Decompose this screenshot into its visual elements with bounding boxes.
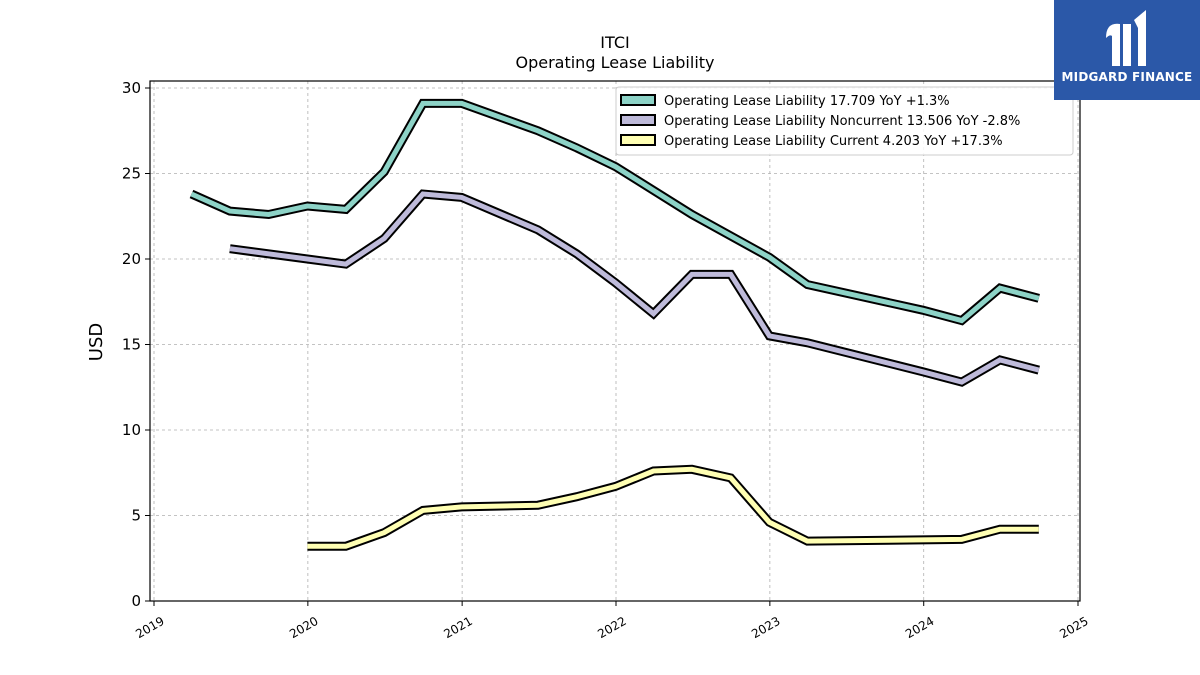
y-tick-label: 25 <box>122 165 141 183</box>
legend-swatch-1 <box>620 94 656 106</box>
y-axis-label: USD <box>86 323 107 361</box>
y-tick-label: 10 <box>122 421 141 439</box>
series-line-3 <box>307 466 1039 549</box>
y-tick-label: 0 <box>131 592 141 610</box>
plot-frame <box>149 80 1081 602</box>
series-outline-2 <box>229 189 1040 387</box>
x-tick-label: 2021 <box>441 614 474 641</box>
series-layer <box>189 98 1040 551</box>
x-tick-label: 2025 <box>1057 614 1090 641</box>
y-tick-label: 5 <box>131 507 141 525</box>
series-outline-3 <box>307 464 1039 551</box>
brand-logo: MIDGARD FINANCE <box>1054 0 1200 100</box>
y-tick-label: 30 <box>122 79 141 97</box>
brand-logo-text: MIDGARD FINANCE <box>1061 70 1193 84</box>
midgard-logo-icon <box>1106 10 1146 66</box>
legend-box <box>615 86 1074 156</box>
x-tick-label: 2024 <box>903 614 936 641</box>
legend-swatch-3 <box>620 134 656 146</box>
chart-title: ITCI <box>600 33 629 52</box>
series-line-2 <box>229 191 1040 385</box>
grid <box>150 81 1080 601</box>
x-tick-label: 2022 <box>595 614 628 641</box>
legend-entry-1: Operating Lease Liability 17.709 YoY +1.… <box>664 94 950 109</box>
x-tick-label: 2020 <box>287 614 320 641</box>
chart-subtitle: Operating Lease Liability <box>515 53 714 72</box>
y-tick-label: 20 <box>122 250 141 268</box>
legend-entry-2: Operating Lease Liability Noncurrent 13.… <box>664 114 1020 129</box>
legend: Operating Lease Liability 17.709 YoY +1.… <box>615 86 1074 156</box>
legend-entry-3: Operating Lease Liability Current 4.203 … <box>664 134 1003 149</box>
y-tick-label: 15 <box>122 336 141 354</box>
x-tick-label: 2019 <box>133 614 166 641</box>
series-line-1 <box>190 100 1040 324</box>
legend-swatch-2 <box>620 114 656 126</box>
x-tick-label: 2023 <box>749 614 782 641</box>
